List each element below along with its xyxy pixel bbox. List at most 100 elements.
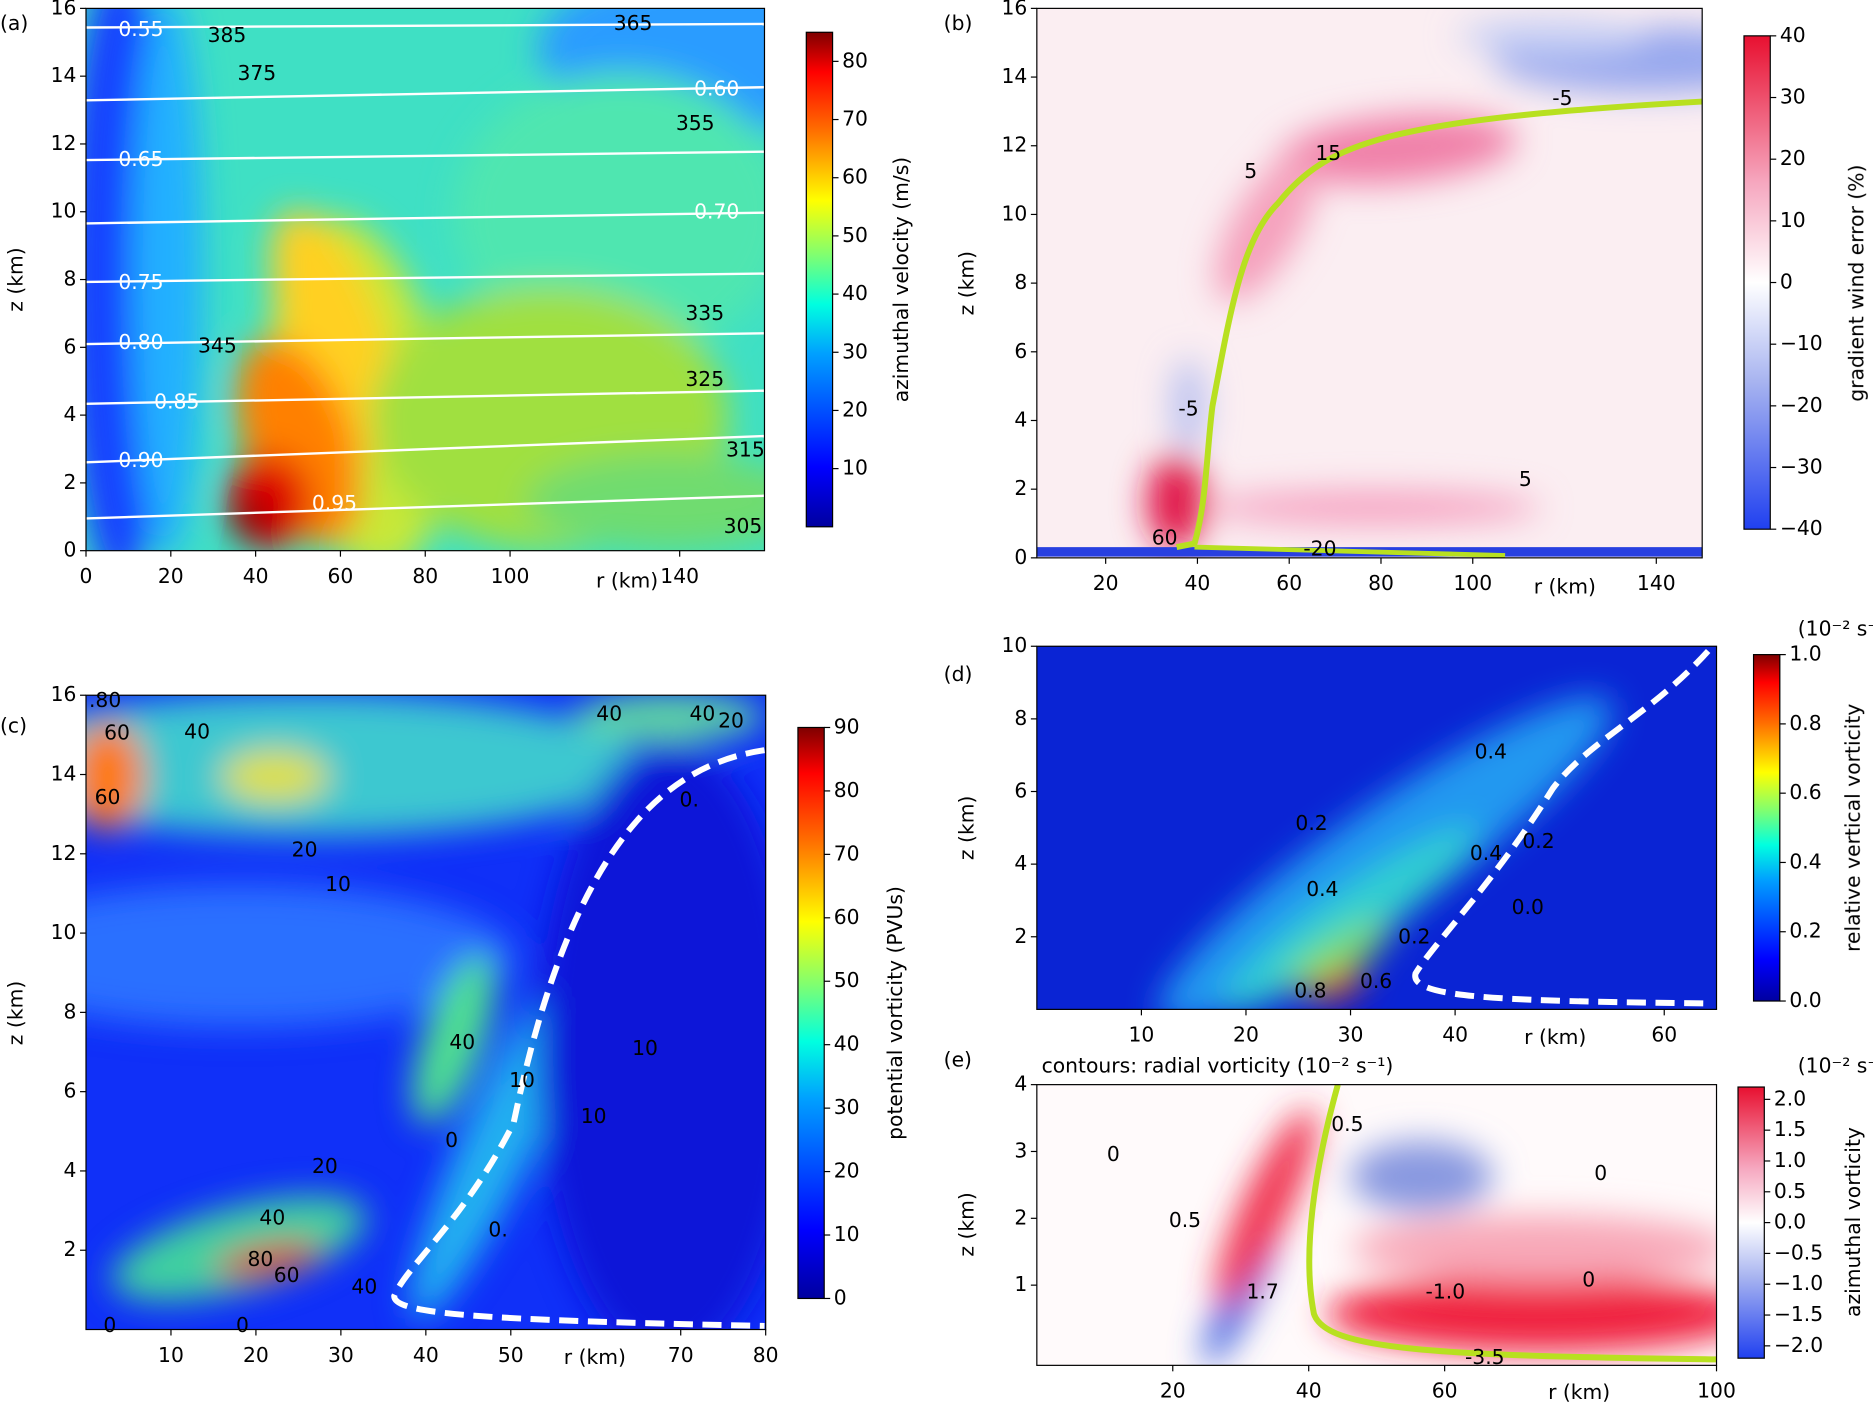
colorbar-tick-label: −1.5 xyxy=(1774,1302,1823,1326)
colorbar-tick-label: 1.5 xyxy=(1774,1117,1806,1141)
y-tick-label: 8 xyxy=(1014,706,1027,730)
field-blobs xyxy=(1146,17,1703,550)
field-blob xyxy=(215,1243,322,1278)
field-blob xyxy=(1215,1108,1317,1305)
x-tick-label: 60 xyxy=(1276,571,1302,595)
contour-label: 40 xyxy=(449,1030,475,1054)
contour-label: 0 xyxy=(1107,1142,1120,1166)
colorbar-tick-label: 2.0 xyxy=(1774,1086,1806,1110)
panel: 10 20 30 40 50 70 80 2 4 6 8 10 12 14 16 r (km) z (km) (c… xyxy=(0,682,907,1369)
x-tick-label: 10 xyxy=(1128,1023,1154,1047)
y-tick-label: 12 xyxy=(1001,133,1027,157)
contour-label: 0. xyxy=(680,787,699,811)
x-tick-label: 100 xyxy=(1453,571,1492,595)
field-blob xyxy=(1171,358,1206,454)
contour-line xyxy=(1412,649,1711,1007)
contour-label: 60 xyxy=(274,1263,300,1287)
y-tick-label: 14 xyxy=(1001,64,1027,88)
contour-label: 10 xyxy=(581,1104,607,1128)
colorbar-tick-label: 90 xyxy=(834,714,860,738)
x-tick-label: 60 xyxy=(328,564,354,588)
colorbar-tick-label: 50 xyxy=(834,968,860,992)
field-blob xyxy=(86,695,645,837)
x-tick-label: 20 xyxy=(243,1343,269,1367)
x-tick-label: 60 xyxy=(1432,1379,1458,1403)
y-axis-label: z (km) xyxy=(955,251,979,315)
field xyxy=(1036,1084,1717,1366)
field-blob xyxy=(1278,114,1517,185)
colorbar-tick-label: 30 xyxy=(834,1095,860,1119)
contour-line xyxy=(86,434,765,464)
contour-line xyxy=(86,86,765,102)
contour-label: 0.60 xyxy=(694,77,739,101)
contour-label: 10 xyxy=(509,1068,535,1092)
colorbar-tick-label: 30 xyxy=(842,339,868,363)
field-blob xyxy=(220,750,329,803)
contour-label: 0.2 xyxy=(1295,811,1327,835)
x-tick-label: 20 xyxy=(1093,571,1119,595)
plot-frame xyxy=(1036,1084,1718,1366)
panel-label: (e) xyxy=(944,1048,972,1072)
contour-label: 10 xyxy=(325,872,351,896)
contour-label: 40 xyxy=(351,1275,377,1299)
colorbar-tick-label: 0.5 xyxy=(1774,1179,1806,1203)
contour-label: 0. xyxy=(488,1217,507,1241)
field-blob xyxy=(412,954,496,1125)
y-tick-label: 4 xyxy=(1014,851,1027,875)
field-blob xyxy=(131,8,204,551)
colorbar-tick-label: 40 xyxy=(842,281,868,305)
x-tick-label: 10 xyxy=(158,1343,184,1367)
x-tick-label: 20 xyxy=(1233,1023,1259,1047)
colorbar-tick-label: 20 xyxy=(834,1159,860,1183)
contour-label: 40 xyxy=(689,701,715,725)
x-tick-label: 40 xyxy=(243,564,269,588)
x-tick-label: 20 xyxy=(158,564,184,588)
x-tick-label: 80 xyxy=(412,564,438,588)
colorbar-tick-label: −1.0 xyxy=(1774,1271,1823,1295)
y-tick-label: 0 xyxy=(64,538,77,562)
colorbar-tick-label: 70 xyxy=(842,107,868,131)
contour-label: 80 xyxy=(247,1247,273,1271)
contour-label: .80 xyxy=(89,688,121,712)
contour-label: 0.8 xyxy=(1294,978,1326,1002)
y-tick-label: 6 xyxy=(64,1079,77,1103)
colorbar-tick-label: 60 xyxy=(842,165,868,189)
contour-line xyxy=(391,747,765,1329)
y-axis-label: z (km) xyxy=(955,1192,979,1256)
field-bg xyxy=(1036,8,1703,558)
field-blob xyxy=(1221,827,1479,1010)
colorbar-tick-label: 0 xyxy=(834,1285,847,1309)
contour-label: 0.75 xyxy=(118,270,163,294)
colorbar-tick-label: 60 xyxy=(834,905,860,929)
colorbar-label: gradient wind error (%) xyxy=(1844,165,1868,402)
contour-label: 385 xyxy=(208,23,247,47)
contour-line xyxy=(86,272,765,284)
contour-label: 20 xyxy=(312,1154,338,1178)
x-tick-label: 140 xyxy=(660,564,699,588)
colorbar-tick-label: −20 xyxy=(1780,393,1823,417)
contour-label: 0.0 xyxy=(1512,895,1544,919)
y-tick-label: 10 xyxy=(1001,633,1027,657)
contour-label: 0.80 xyxy=(118,330,163,354)
contour-line xyxy=(1194,544,1506,558)
colorbar-label: relative vertical vorticity xyxy=(1841,704,1865,952)
y-tick-label: 8 xyxy=(1014,270,1027,294)
panel: 10 20 30 40 60 2 4 6 8 10 r (km) z (km) (d) 0.2 0.4 0.4… xyxy=(944,617,1873,1050)
contour-line xyxy=(86,332,765,346)
contour-label: 0.4 xyxy=(1470,841,1502,865)
field-blob xyxy=(1285,921,1391,990)
panel-label: (b) xyxy=(944,11,973,35)
contour-label: 0 xyxy=(1594,1161,1607,1185)
field-blob xyxy=(1146,453,1207,550)
contour-label: 60 xyxy=(95,785,121,809)
x-axis-label: r (km) xyxy=(564,1345,626,1369)
y-tick-label: 6 xyxy=(1014,339,1027,363)
contour-label: 40 xyxy=(259,1205,285,1229)
contour-line xyxy=(1306,1084,1717,1363)
x-tick-label: 70 xyxy=(668,1343,694,1367)
x-tick-label: 80 xyxy=(753,1343,779,1367)
field xyxy=(1036,646,1717,1010)
x-tick-label: 50 xyxy=(498,1343,524,1367)
field-blob xyxy=(525,453,765,550)
y-tick-label: 3 xyxy=(1014,1138,1027,1162)
